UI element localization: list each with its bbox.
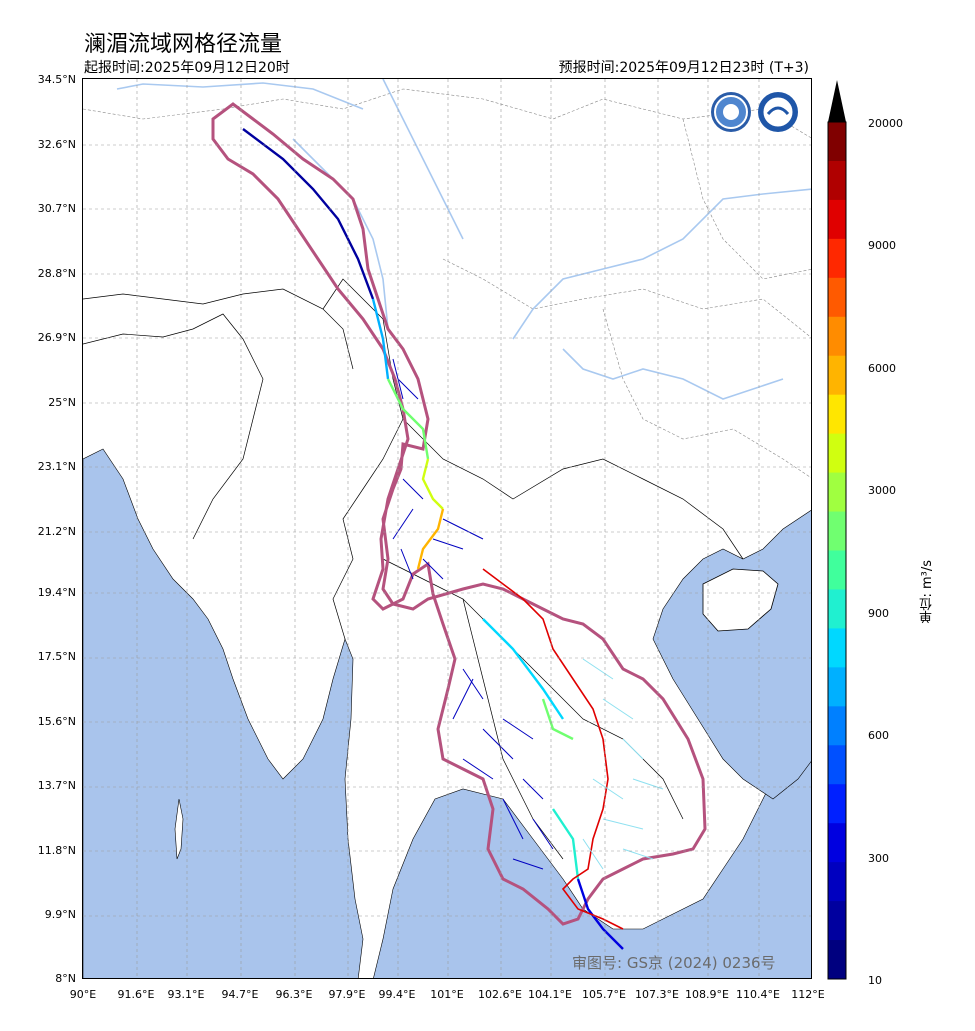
lat-tick-label: 8°N bbox=[55, 972, 76, 985]
colorbar-swatch bbox=[828, 784, 846, 824]
lat-tick-label: 30.7°N bbox=[37, 202, 76, 215]
colorbar bbox=[827, 80, 847, 980]
colorbar-swatch bbox=[828, 706, 846, 746]
lon-tick-label: 104.1°E bbox=[528, 988, 572, 1001]
colorbar-tick-label: 10 bbox=[868, 974, 882, 987]
colorbar-swatch bbox=[828, 940, 846, 980]
colorbar-tick-label: 20000 bbox=[868, 117, 903, 130]
colorbar-unit-label: 单位: m³/s bbox=[920, 560, 935, 624]
colorbar-swatch bbox=[828, 862, 846, 902]
colorbar-swatch bbox=[828, 589, 846, 629]
wmo-logo-icon bbox=[711, 92, 751, 132]
colorbar-swatch bbox=[828, 628, 846, 668]
colorbar-swatch bbox=[828, 238, 846, 279]
national-boundary-red bbox=[482, 568, 624, 930]
lat-tick-label: 28.8°N bbox=[37, 267, 76, 280]
colorbar-extend-arrow bbox=[828, 80, 846, 122]
colorbar-swatch bbox=[828, 355, 846, 396]
lat-tick-label: 32.6°N bbox=[37, 138, 76, 151]
colorbar-tick-label: 9000 bbox=[868, 239, 896, 252]
lat-tick-label: 13.7°N bbox=[37, 779, 76, 792]
lat-tick-label: 19.4°N bbox=[37, 586, 76, 599]
lon-tick-label: 91.6°E bbox=[117, 988, 155, 1001]
lat-tick-label: 11.8°N bbox=[37, 844, 76, 857]
colorbar-swatch bbox=[828, 745, 846, 785]
colorbar-swatch bbox=[828, 550, 846, 590]
colorbar-swatch bbox=[828, 511, 846, 551]
minor-tributaries bbox=[582, 658, 664, 870]
major-rivers bbox=[116, 79, 811, 400]
lat-tick-label: 15.6°N bbox=[37, 715, 76, 728]
colorbar-swatch bbox=[828, 667, 846, 707]
colorbar-tick-label: 900 bbox=[868, 607, 889, 620]
lat-tick-label: 25°N bbox=[48, 396, 76, 409]
andaman-islands bbox=[174, 798, 184, 860]
lat-tick-label: 21.2°N bbox=[37, 525, 76, 538]
colorbar-tick-label: 300 bbox=[868, 852, 889, 865]
map-title: 澜湄流域网格径流量 bbox=[84, 32, 283, 57]
lon-tick-label: 102.6°E bbox=[478, 988, 522, 1001]
lon-tick-label: 96.3°E bbox=[275, 988, 313, 1001]
lon-tick-label: 99.4°E bbox=[378, 988, 416, 1001]
colorbar-swatch bbox=[828, 316, 846, 357]
valid-time: 预报时间:2025年09月12日23时 (T+3) bbox=[558, 60, 809, 76]
colorbar-border bbox=[827, 121, 847, 980]
lat-tick-label: 34.5°N bbox=[37, 73, 76, 86]
cma-logo-icon bbox=[758, 92, 798, 132]
lon-tick-label: 105.7°E bbox=[582, 988, 626, 1001]
lon-tick-label: 101°E bbox=[430, 988, 464, 1001]
lat-tick-label: 26.9°N bbox=[37, 331, 76, 344]
mekong-main-stem bbox=[242, 128, 624, 950]
map-approval-number: 审图号: GS京 (2024) 0236号 bbox=[572, 954, 776, 972]
colorbar-swatch bbox=[828, 122, 846, 162]
issue-time: 起报时间:2025年09月12日20时 bbox=[84, 60, 290, 76]
lat-tick-label: 17.5°N bbox=[37, 650, 76, 663]
lon-tick-label: 90°E bbox=[69, 988, 97, 1001]
grid-lines bbox=[83, 79, 811, 978]
colorbar-swatch bbox=[828, 433, 846, 474]
lon-tick-label: 110.4°E bbox=[736, 988, 780, 1001]
lat-tick-label: 23.1°N bbox=[37, 460, 76, 473]
lon-tick-label: 112°E bbox=[791, 988, 825, 1001]
colorbar-swatch bbox=[828, 277, 846, 318]
map-panel[interactable] bbox=[82, 78, 812, 979]
colorbar-swatch bbox=[828, 394, 846, 435]
lon-tick-label: 93.1°E bbox=[167, 988, 205, 1001]
colorbar-swatch bbox=[828, 901, 846, 941]
ocean-bay-of-bengal bbox=[83, 448, 364, 978]
ocean-south-china-sea bbox=[652, 509, 811, 800]
lon-tick-label: 107.3°E bbox=[635, 988, 679, 1001]
colorbar-swatch bbox=[828, 823, 846, 863]
lon-tick-label: 108.9°E bbox=[685, 988, 729, 1001]
colorbar-tick-label: 600 bbox=[868, 729, 889, 742]
colorbar-swatch bbox=[828, 199, 846, 240]
country-borders bbox=[83, 278, 744, 860]
colorbar-swatch bbox=[828, 160, 846, 201]
lon-tick-label: 94.7°E bbox=[221, 988, 259, 1001]
lat-tick-label: 9.9°N bbox=[44, 908, 76, 921]
lancang-mekong-basin-outline[interactable] bbox=[211, 102, 707, 926]
map-canvas bbox=[83, 79, 811, 978]
colorbar-tick-label: 6000 bbox=[868, 362, 896, 375]
lon-tick-label: 97.9°E bbox=[328, 988, 366, 1001]
colorbar-tick-label: 3000 bbox=[868, 484, 896, 497]
colorbar-swatch bbox=[828, 472, 846, 513]
province-borders bbox=[83, 88, 811, 479]
